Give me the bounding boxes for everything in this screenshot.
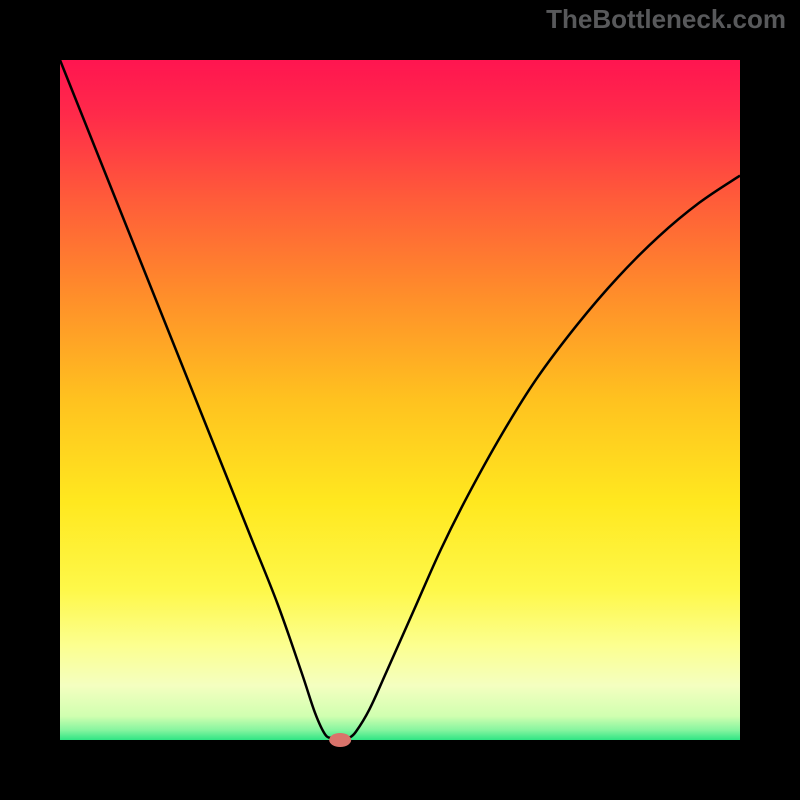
watermark-label: TheBottleneck.com <box>546 4 786 35</box>
minimum-marker <box>329 733 351 747</box>
plot-background <box>60 60 740 740</box>
chart-svg <box>0 0 800 800</box>
bottleneck-chart: TheBottleneck.com <box>0 0 800 800</box>
